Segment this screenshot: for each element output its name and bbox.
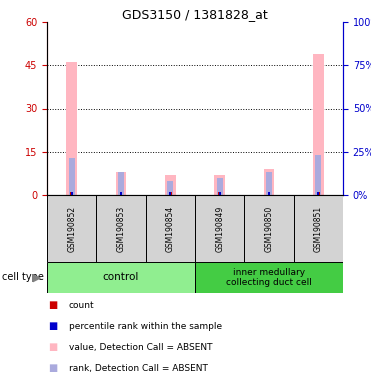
Text: GSM190851: GSM190851 [314,205,323,252]
Text: GSM190849: GSM190849 [215,205,224,252]
Bar [71,192,73,195]
Bar [116,172,127,195]
Bar [268,192,270,195]
Bar [146,195,195,262]
Bar [315,155,321,195]
Bar [119,192,122,195]
Bar [165,175,176,195]
Text: GSM190853: GSM190853 [116,205,125,252]
Title: GDS3150 / 1381828_at: GDS3150 / 1381828_at [122,8,268,21]
Bar [263,169,275,195]
Bar [169,192,171,195]
Text: inner medullary
collecting duct cell: inner medullary collecting duct cell [226,268,312,287]
Bar [120,192,122,195]
Bar [169,192,172,195]
Bar [267,192,270,195]
Text: control: control [103,273,139,283]
Bar [47,195,96,262]
Text: GSM190850: GSM190850 [265,205,273,252]
Text: ■: ■ [48,321,58,331]
Bar [317,192,319,195]
Text: GSM190854: GSM190854 [166,205,175,252]
Text: count: count [69,301,94,310]
Bar [69,157,75,195]
Bar [244,195,294,262]
Text: ▶: ▶ [33,273,41,283]
Bar [266,172,272,195]
Bar [294,195,343,262]
Text: cell type: cell type [2,273,44,283]
Text: ■: ■ [48,300,58,310]
Bar [195,195,244,262]
Bar [167,180,173,195]
Bar [66,62,77,195]
Text: percentile rank within the sample: percentile rank within the sample [69,322,222,331]
Bar [217,178,223,195]
Text: ■: ■ [48,363,58,373]
Bar [70,192,73,195]
Bar [214,175,225,195]
Bar [118,172,124,195]
Text: GSM190852: GSM190852 [67,205,76,252]
Text: ■: ■ [48,342,58,352]
Text: rank, Detection Call = ABSENT: rank, Detection Call = ABSENT [69,364,207,373]
Bar [317,192,320,195]
Bar [195,262,343,293]
Text: value, Detection Call = ABSENT: value, Detection Call = ABSENT [69,343,212,352]
Bar [219,192,221,195]
Bar [313,54,324,195]
Bar [218,192,221,195]
Bar [47,262,195,293]
Bar [96,195,146,262]
